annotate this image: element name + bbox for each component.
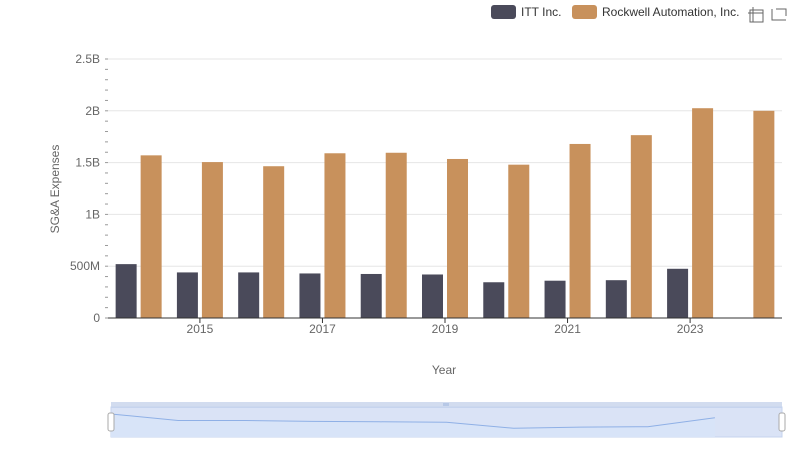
bar-rockwell-2016: [263, 166, 285, 318]
bar-itt-2020: [483, 282, 505, 318]
y-tick-label: 500M: [70, 259, 100, 273]
legend-item-rockwell[interactable]: Rockwell Automation, Inc.: [572, 5, 739, 19]
zoom-icon[interactable]: [748, 7, 764, 23]
bar-rockwell-2015: [201, 162, 223, 318]
bar-itt-2014: [115, 264, 137, 318]
x-axis-title: Year: [432, 363, 456, 377]
x-tick-label: 2021: [554, 322, 581, 336]
bar-itt-2019: [422, 274, 443, 318]
slider-right-handle[interactable]: [778, 412, 786, 432]
x-tick-label: 2015: [187, 322, 214, 336]
bar-rockwell-2019: [447, 158, 468, 318]
x-tick-label: 2023: [677, 322, 704, 336]
bar-itt-2022: [605, 280, 627, 318]
x-axis: 2015 2017 2019 2021 2023: [108, 317, 782, 336]
bar-itt-2018: [360, 273, 382, 318]
y-axis-title: SG&A Expenses: [48, 145, 62, 234]
bars: [115, 108, 775, 319]
bar-itt-2016: [238, 272, 260, 318]
bar-rockwell-2014: [140, 155, 162, 318]
bar-itt-2023: [667, 268, 689, 318]
bar-itt-2021: [544, 280, 566, 318]
restore-icon[interactable]: [771, 8, 787, 21]
x-tick-label: 2019: [432, 322, 459, 336]
slider-preview-area: [111, 414, 715, 437]
y-tick-label: 0: [93, 311, 100, 325]
bar-itt-2015: [176, 272, 198, 318]
legend-swatch-itt: [491, 5, 516, 19]
y-axis-ticks: 0 500M 1B 1.5B 2B 2.5B: [70, 52, 108, 325]
legend: ITT Inc. Rockwell Automation, Inc.: [491, 5, 739, 19]
slider-preview-line: [110, 413, 715, 429]
bar-rockwell-2020: [508, 164, 530, 318]
bar-rockwell-2024: [753, 110, 775, 318]
y-tick-label: 2.5B: [75, 52, 100, 66]
slider-left-handle[interactable]: [107, 412, 115, 432]
data-zoom-slider[interactable]: [107, 402, 786, 438]
bar-rockwell-2023: [692, 108, 714, 319]
bar-rockwell-2018: [385, 152, 407, 318]
slider-grip-icon[interactable]: [443, 403, 449, 406]
x-tick-label: 2017: [309, 322, 336, 336]
legend-label-itt: ITT Inc.: [521, 5, 561, 19]
y-tick-label: 2B: [85, 104, 100, 118]
legend-label-rockwell: Rockwell Automation, Inc.: [602, 5, 739, 19]
bar-rockwell-2022: [630, 135, 652, 318]
y-tick-label: 1B: [85, 207, 100, 221]
legend-swatch-rockwell: [572, 5, 597, 19]
bar-itt-2017: [299, 273, 321, 318]
bar-rockwell-2017: [324, 153, 346, 318]
y-tick-label: 1.5B: [75, 156, 100, 170]
legend-item-itt[interactable]: ITT Inc.: [491, 5, 561, 19]
bar-rockwell-2021: [569, 143, 591, 318]
